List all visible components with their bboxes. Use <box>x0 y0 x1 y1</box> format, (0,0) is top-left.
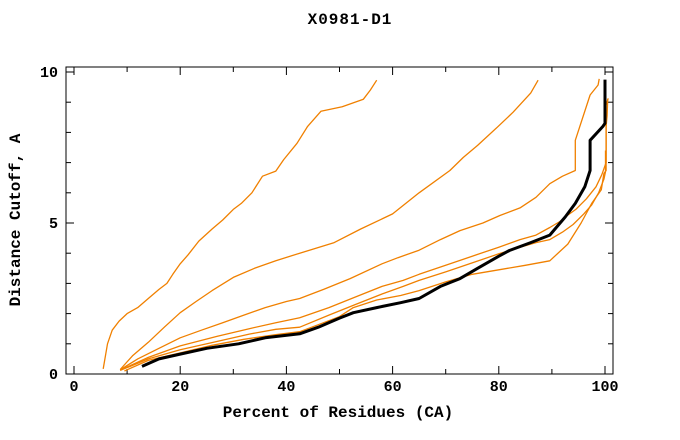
x-axis-label: Percent of Residues (CA) <box>222 404 454 422</box>
x-tick-label: 40 <box>277 379 295 396</box>
y-tick-label: 10 <box>40 65 58 82</box>
x-tick-label: 80 <box>490 379 508 396</box>
x-tick-label: 20 <box>171 379 189 396</box>
x-tick-label: 60 <box>384 379 402 396</box>
series-orange-curve-4 <box>119 99 609 371</box>
x-tick-label: 0 <box>69 379 78 396</box>
series-orange-curve-1 <box>102 79 378 370</box>
y-tick-label: 5 <box>49 216 58 233</box>
y-axis-label: Distance Cutoff, A <box>7 133 25 307</box>
series-black-curve <box>141 79 607 368</box>
y-tick-label: 0 <box>49 367 58 384</box>
series-orange-curve-3 <box>119 78 600 371</box>
series-orange-curve-6 <box>124 98 609 372</box>
series-orange-curve-2 <box>119 79 539 370</box>
series-orange-curve-5 <box>119 150 607 372</box>
chart-title: X0981-D1 <box>307 11 393 29</box>
axis-box <box>65 66 614 375</box>
x-tick-label: 100 <box>591 379 618 396</box>
